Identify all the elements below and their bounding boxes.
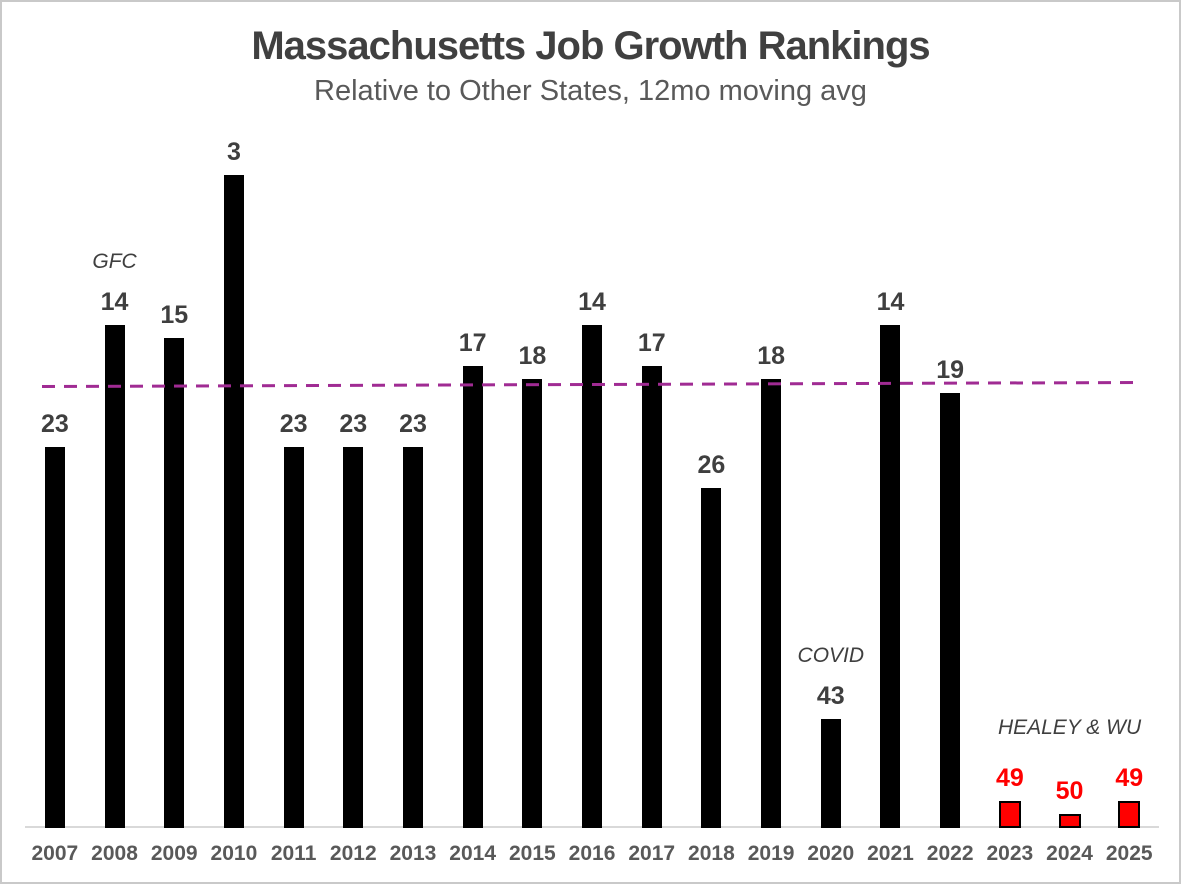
bar-column: 43 COVID [798,134,864,828]
bar-column: 15 [144,134,204,828]
x-axis-tick-label: 2013 [389,842,437,865]
x-axis-tick-label: 2020 [807,842,855,865]
bar-column: 19 [920,134,980,828]
bar [641,365,662,828]
bar-column: 17 [622,134,682,828]
bar-column: 23 [383,134,443,828]
x-axis-tick-label: 2024 [1046,842,1093,865]
x-axis-tick-label: 2011 [270,842,317,865]
bar-column: 23 [25,134,85,828]
bar [820,719,841,828]
bar-value-label: 14 [876,287,905,316]
x-axis-tick-label: 2010 [210,842,258,865]
bar-value-label: 17 [637,328,666,357]
bar-column: 3 [204,134,264,828]
x-axis-tick-label: 2007 [31,842,79,865]
x-axis-tick-label: 2017 [628,842,676,865]
x-axis-tick-label: 2008 [91,842,138,865]
bar-value-label: 43 [816,682,845,711]
annotation-healey-wu: HEALEY & WU [997,716,1142,740]
x-axis-tick-label: 2022 [926,842,974,865]
bar-value-label: 14 [100,287,129,316]
bar-value-label: 50 [1055,777,1084,806]
bar-value-label: 49 [995,763,1024,792]
bar-value-label: 23 [399,410,427,439]
bar [522,379,543,828]
bar-value-label: 18 [518,342,547,371]
bar [283,447,304,828]
x-axis-tick-label: 2012 [329,842,377,865]
bar-highlighted [998,800,1021,828]
x-axis-tick-label: 2025 [1105,842,1153,865]
bar-value-label: 49 [1115,763,1144,792]
x-axis-tick-label: 2009 [150,842,198,865]
bar-column: 14 [562,134,622,828]
bar-column: 18 [741,134,801,828]
x-axis-tick-label: 2014 [449,842,497,865]
x-axis-tick-label: 2018 [688,842,735,865]
bar-value-label: 23 [40,410,69,439]
chart-subtitle: Relative to Other States, 12mo moving av… [314,75,867,107]
bar-value-label: 17 [458,328,487,357]
x-axis-tick-label: 2023 [986,842,1034,865]
x-axis-labels: 2007 2008 2009 2010 2011 2012 2013 2014 2015 2016… [25,842,1159,866]
bar-value-label: 14 [578,287,606,316]
bar-column: 49 [980,134,1040,828]
x-axis-tick-label: 2015 [508,842,556,865]
bar [940,392,961,828]
bar [701,488,722,828]
x-axis-tick-label: 2019 [747,842,795,865]
bar-value-label: 18 [757,342,785,371]
bar-column: 50 HEALEY & WU [998,134,1141,828]
bar [164,338,185,828]
bar-column: 49 [1099,134,1159,828]
x-axis-tick-label: 2021 [867,842,914,865]
annotation-gfc: GFC [92,249,137,273]
bar-value-label: 26 [697,451,726,479]
annotation-covid: COVID [797,644,865,668]
bar-column: 14 [861,134,921,828]
bar-value-label: 19 [936,355,965,384]
bar [880,324,901,828]
bar-highlighted [1058,814,1081,828]
bar-column: 26 [682,134,742,828]
bar [462,365,483,828]
bar-column: 17 [443,134,503,828]
bar [402,447,423,828]
chart-title: Massachusetts Job Growth Rankings [251,24,930,68]
bar-column: 23 [323,134,383,828]
bar-value-label: 3 [226,138,241,167]
bar-value-label: 23 [339,410,368,439]
bar-column: 23 [264,134,324,828]
bar [104,324,125,828]
bar-column: 18 [503,134,563,828]
bar-highlighted [1118,800,1141,828]
bar [761,379,782,828]
bar [44,447,65,828]
bar-value-label: 15 [160,301,189,330]
bar [223,175,244,828]
x-axis-tick-label: 2016 [568,842,616,865]
bar [343,447,364,828]
bar [582,324,603,828]
bar-column: 14 GFC [85,134,145,828]
bar-value-label: 23 [279,410,308,439]
plot-area: 23 14 GFC 15 3 23 23 23 17 18 14 17 26 18 43 COVID 14 19 4… [25,134,1159,828]
